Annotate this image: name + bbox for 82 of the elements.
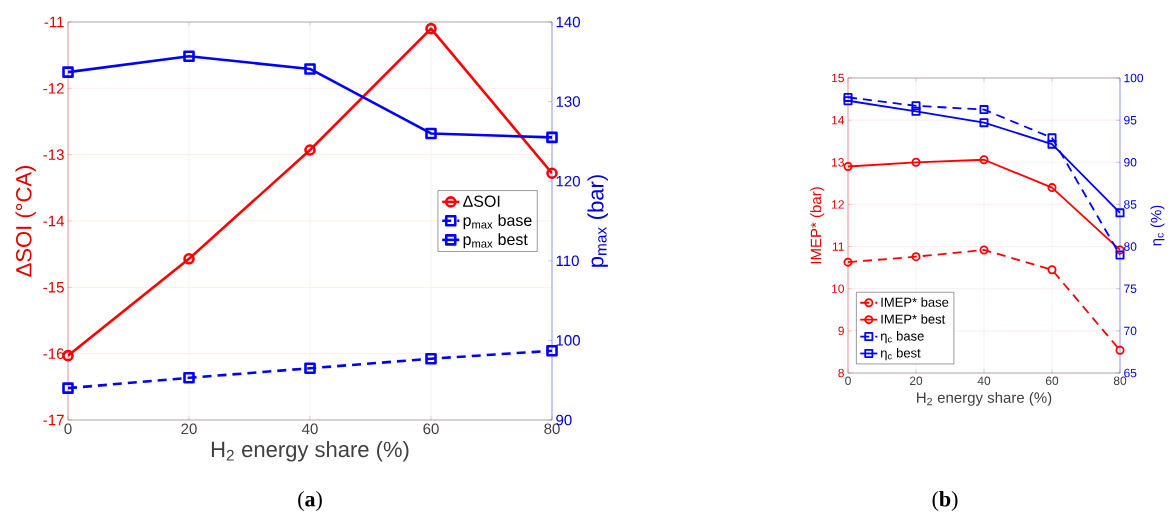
y2-tick-label: 120 (556, 175, 580, 187)
x-tick-label: 0 (64, 423, 72, 435)
y-tick-label: 14 (832, 116, 845, 125)
legend-label: ΔSOI (463, 195, 500, 207)
point (304, 362, 316, 375)
y2-tick-label: 70 (1124, 326, 1137, 336)
y-tick-label: 15 (832, 73, 844, 83)
point (546, 344, 558, 357)
legend-label: p$_{max}$ best (463, 233, 528, 249)
x-tick-label: 80 (1113, 376, 1127, 386)
y2-tick-label: 110 (556, 255, 579, 267)
y2-tick-label: 65 (1124, 368, 1137, 378)
point (911, 252, 921, 262)
y2-tick-label: 100 (556, 335, 580, 346)
y-tick-label: -14 (43, 215, 65, 227)
y-tick-label: 10 (832, 284, 845, 293)
y-tick-label: -12 (43, 83, 64, 94)
point (304, 63, 316, 75)
y2-tick-label: 100 (1124, 73, 1144, 83)
point (1047, 265, 1057, 275)
point (979, 155, 989, 165)
y-tick-label: 9 (838, 326, 844, 336)
legend-label: IMEP* base (881, 297, 949, 307)
y-tick-label: 12 (832, 200, 844, 209)
point (1115, 345, 1125, 355)
x-axis-title: H$_{2}$ energy share (%) (211, 441, 409, 462)
y2-axis-title: p$_{max}$ (bar) (587, 175, 608, 267)
y2-tick-label: 80 (1124, 242, 1137, 251)
point (1047, 133, 1057, 143)
point (843, 257, 853, 267)
legend-label: p$_{max}$ base (463, 214, 532, 230)
y2-tick-label: 85 (1124, 200, 1137, 209)
point (843, 96, 853, 106)
point (911, 106, 921, 116)
y2-tick-label: 95 (1124, 115, 1137, 125)
point (425, 127, 437, 140)
y-tick-label: 11 (832, 242, 844, 251)
y-tick-label: -15 (43, 282, 64, 293)
y-tick-label: -16 (43, 348, 64, 359)
text: (a) (298, 491, 322, 511)
point (979, 245, 989, 255)
x-tick-label: 0 (845, 376, 851, 386)
point (979, 105, 989, 115)
x-tick-label: 20 (909, 376, 923, 386)
point (183, 372, 195, 384)
point (62, 382, 74, 394)
y-tick-label: -11 (44, 16, 64, 28)
point (546, 131, 558, 144)
y-tick-label: -13 (43, 149, 64, 160)
y-tick-label: 8 (838, 368, 844, 378)
point (425, 22, 437, 35)
y2-tick-label: 90 (1124, 158, 1137, 167)
point (183, 253, 195, 265)
point (1047, 139, 1057, 149)
point (62, 66, 74, 78)
x-tick-label: 40 (302, 423, 318, 435)
point (304, 144, 316, 156)
point (425, 352, 437, 365)
y-axis-title: ΔSOI (°CA) (15, 166, 36, 277)
x-axis-title: H$_{2}$ energy share (%) (917, 391, 1052, 406)
point (183, 50, 195, 63)
point (1115, 208, 1125, 218)
text: (b) (932, 491, 958, 511)
point (1047, 183, 1057, 193)
x-tick-label: 60 (1045, 376, 1059, 386)
legend-label: η$_{c}$ best (880, 348, 921, 361)
x-tick-label: 40 (977, 376, 991, 386)
legend-label: IMEP* best (881, 314, 946, 324)
y2-axis-title: η$_{c}$ (%) (1150, 205, 1165, 246)
point (911, 157, 921, 167)
y2-tick-label: 75 (1124, 284, 1137, 293)
y-axis-title: IMEP* (bar) (810, 187, 825, 264)
point (979, 118, 989, 128)
x-tick-label: 60 (423, 423, 439, 435)
y-tick-label: -17 (43, 414, 64, 426)
y2-tick-label: 130 (556, 96, 580, 107)
legend-label: η$_{c}$ base (880, 331, 924, 344)
point (911, 101, 921, 111)
point (1115, 250, 1125, 260)
y-tick-label: 13 (832, 158, 844, 167)
x-tick-label: 20 (181, 423, 197, 435)
y2-tick-label: 140 (556, 16, 580, 28)
